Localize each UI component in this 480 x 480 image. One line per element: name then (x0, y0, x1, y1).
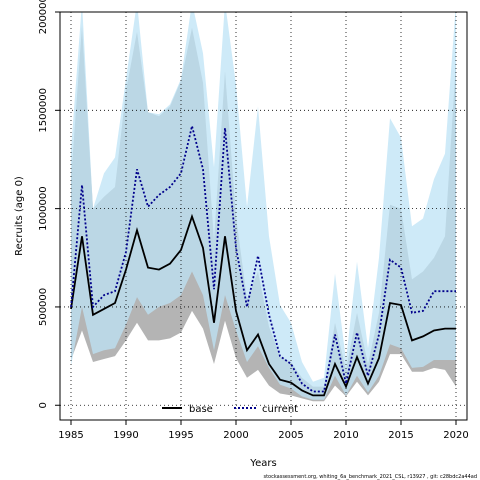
plot-frame (59, 11, 468, 421)
x-tick-label: 1995 (168, 430, 193, 441)
x-tick-label: 2005 (278, 430, 303, 441)
footer-text: stockassessment.org, whiting_6a_benchmar… (263, 474, 477, 480)
x-tick-label: 2020 (443, 430, 468, 441)
legend-base-label: base (189, 404, 213, 415)
grid-lines (60, 11, 467, 420)
legend-current-label: current (262, 404, 298, 415)
y-tick-label: 500000 (38, 288, 49, 326)
current-confidence-band (71, 12, 456, 400)
y-tick-label: 1000000 (38, 186, 49, 231)
x-axis-title: Years (249, 458, 276, 469)
y-axis: 0 500000 1000000 1500000 2000000 (38, 0, 60, 408)
y-axis-title: Recruits (age 0) (14, 176, 25, 256)
x-tick-label: 1990 (113, 430, 138, 441)
y-tick-label: 1500000 (38, 88, 49, 133)
base-series-line (70, 213, 456, 397)
current-series-line (70, 125, 456, 393)
confidence-bands (71, 12, 456, 402)
x-tick-label: 1985 (58, 430, 83, 441)
series-lines (70, 125, 456, 397)
x-tick-label: 2015 (388, 430, 413, 441)
x-axis: 1985 1990 1995 2000 2005 2010 2015 2020 (58, 420, 469, 441)
x-tick-label: 2010 (333, 430, 358, 441)
y-tick-label: 0 (38, 402, 49, 408)
y-tick-label: 2000000 (38, 0, 49, 34)
legend: base current (162, 404, 298, 415)
x-tick-label: 2000 (223, 430, 248, 441)
